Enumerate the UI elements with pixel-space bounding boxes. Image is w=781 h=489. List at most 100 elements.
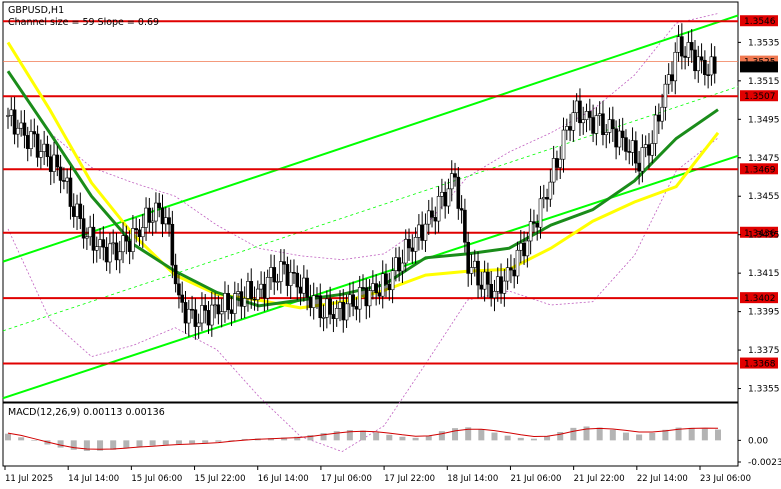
price-candle-body	[85, 236, 89, 239]
macd-histogram-bar	[110, 440, 117, 450]
price-candle-body	[390, 270, 395, 291]
channel-upper-line	[2, 14, 739, 263]
price-candle-body	[620, 130, 625, 138]
macd-tick-label: 0.00	[748, 436, 768, 446]
price-candle-body	[640, 147, 645, 172]
macd-histogram-bar	[662, 429, 669, 441]
price-candle-body	[147, 207, 152, 223]
time-tick-label: 22 Jul 14:00	[637, 474, 688, 484]
macd-histogram-bar	[267, 438, 274, 441]
price-candle-body	[252, 298, 257, 301]
price-candle-body	[338, 301, 342, 309]
price-candle-body	[703, 59, 707, 75]
price-candle-body	[630, 140, 635, 153]
price-candle-body	[196, 322, 201, 327]
price-candle-body	[456, 176, 461, 209]
price-candle-body	[341, 301, 346, 321]
macd-histogram-bar	[596, 427, 603, 441]
price-candle-body	[108, 243, 112, 263]
price-candle-body	[117, 251, 122, 261]
macd-histogram-bar	[609, 429, 616, 441]
price-candle-body	[75, 203, 79, 217]
level-price-box	[740, 15, 778, 27]
price-tick-label: 1.3375	[748, 346, 780, 356]
time-tick-label: 11 Jul 2025	[5, 474, 53, 484]
price-candle-body	[433, 217, 438, 222]
price-candle-body	[173, 264, 178, 285]
price-candle-body	[124, 235, 129, 242]
macd-histogram-bar	[83, 440, 90, 451]
price-candle-body	[699, 56, 704, 61]
time-tick-label: 15 Jul 06:00	[131, 474, 182, 484]
price-candle-body	[272, 267, 277, 283]
price-candle-body	[229, 309, 234, 314]
level-price-label: 1.3546	[744, 17, 776, 27]
price-candle-body	[673, 51, 678, 82]
price-candle-body	[417, 224, 421, 238]
time-tick-label: 17 Jul 06:00	[321, 474, 372, 484]
price-candle-body	[68, 177, 73, 207]
price-candle-body	[440, 191, 444, 197]
ask-price-group: 1.3525	[3, 55, 778, 68]
macd-label: MACD(12,26,9) 0.00113 0.00136	[8, 407, 165, 418]
price-tick-label: 1.3435	[748, 231, 780, 241]
price-candle-body	[94, 246, 99, 251]
price-candle-body	[213, 304, 217, 307]
price-candle-body	[588, 111, 592, 118]
price-candle-body	[680, 36, 684, 57]
macd-histogram-bar	[517, 437, 524, 441]
price-candle-body	[689, 42, 694, 51]
macd-histogram-bar	[491, 432, 498, 441]
price-candle-body	[604, 132, 609, 136]
price-candle-body	[653, 114, 658, 144]
price-candle-body	[163, 217, 168, 225]
price-candle-body	[374, 283, 378, 294]
level-price-box	[740, 90, 778, 102]
macd-histogram-bar	[399, 436, 406, 441]
price-candle-body	[581, 119, 586, 124]
price-candle-body	[400, 262, 405, 272]
price-candle-body	[246, 281, 250, 299]
price-candle-body	[407, 239, 411, 249]
channel-lower-line	[2, 154, 739, 400]
price-candle-body	[137, 229, 142, 238]
price-candle-body	[394, 257, 398, 272]
macd-histogram-bar	[452, 428, 459, 441]
price-candle-body	[528, 221, 533, 242]
price-candle-body	[269, 267, 273, 278]
macd-histogram-bar	[478, 429, 485, 441]
price-candle-body	[683, 55, 687, 58]
regression-channel	[2, 14, 739, 400]
macd-histogram-bar	[636, 434, 643, 441]
price-candle-body	[502, 280, 507, 294]
macd-histogram-bar	[307, 435, 314, 441]
price-candle-body	[555, 158, 559, 168]
macd-histogram-bar	[622, 432, 629, 441]
price-candle-body	[236, 291, 240, 295]
time-tick-label: 23 Jul 06:00	[700, 474, 751, 484]
price-candle-body	[387, 283, 392, 291]
price-candle-body	[413, 237, 418, 252]
level-price-label: 1.3507	[744, 92, 776, 102]
price-candle-body	[627, 151, 632, 153]
price-candle-body	[45, 143, 50, 158]
price-candle-body	[371, 283, 375, 291]
price-candle-body	[308, 297, 313, 308]
time-tick-label: 21 Jul 06:00	[510, 474, 561, 484]
price-candle-body	[19, 122, 23, 129]
price-candle-body	[706, 74, 710, 76]
price-candle-body	[686, 42, 691, 58]
price-candle-body	[288, 271, 293, 286]
price-candle-body	[571, 112, 576, 131]
price-candle-body	[545, 197, 549, 200]
price-tick-label: 1.3495	[748, 115, 780, 125]
macd-histogram-bar	[202, 440, 209, 443]
macd-histogram-bar	[333, 431, 340, 441]
current-price-box	[740, 61, 778, 73]
macd-histogram-bar	[175, 440, 182, 444]
price-candle-body	[430, 210, 434, 218]
price-candle-body	[564, 126, 569, 131]
price-candle-body	[331, 314, 336, 319]
price-candle-body	[193, 309, 198, 327]
price-candle-body	[469, 267, 474, 274]
